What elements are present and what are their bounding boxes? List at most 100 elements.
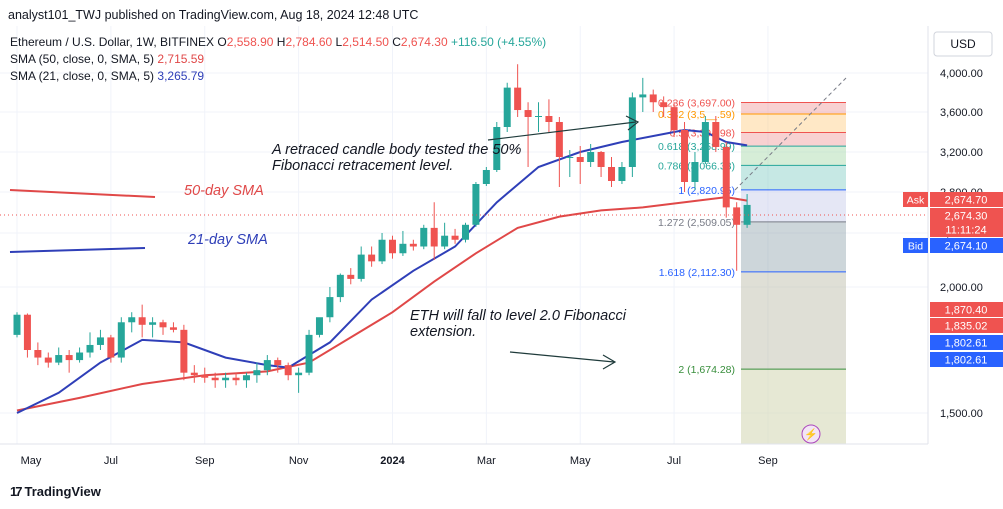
chart-background	[0, 26, 1003, 482]
fib-trend-line	[734, 77, 847, 191]
candle-body	[420, 227, 428, 247]
candle-body	[608, 167, 616, 181]
price-label-value: 1,802.61	[945, 355, 988, 367]
candle-body	[305, 334, 313, 373]
candle-body	[96, 337, 104, 345]
annotation-arrow	[487, 121, 637, 141]
legend-change: +116.50 (+4.55%)	[451, 35, 546, 49]
flash-icon	[801, 424, 821, 444]
candle-body	[566, 157, 574, 158]
annotation-text: Fibonacci retracement level.	[272, 158, 453, 174]
tradingview-logo[interactable]: 17 TradingView	[10, 484, 101, 499]
price-label-box	[930, 335, 1003, 350]
candle-body	[138, 317, 146, 325]
candle-body	[514, 87, 522, 111]
x-axis-tick-label: 2024	[380, 455, 405, 467]
fib-zone	[741, 165, 846, 190]
chart-frame[interactable]: 0.236 (3,697.00) 0.382 (3,5__.59) 0.5 (3,3…	[0, 26, 1003, 482]
price-label-value: 1,835.02	[945, 321, 988, 333]
candle-body	[691, 162, 699, 182]
legend-sma21: SMA (21, close, 0, SMA, 5) 3,265.79	[10, 69, 204, 83]
candle-body	[712, 122, 720, 147]
x-axis-tick-label: May	[570, 455, 591, 467]
legend-open-label: O	[217, 35, 226, 49]
currency-button[interactable]: USD	[933, 31, 993, 57]
candle-body	[13, 314, 21, 335]
candle-body	[23, 314, 31, 350]
candle-body	[639, 94, 647, 98]
candle-body	[347, 274, 355, 279]
currency-button-label[interactable]: USD	[950, 37, 976, 51]
candle-body	[597, 152, 605, 167]
candle-body	[701, 122, 709, 162]
candle-body	[222, 377, 230, 381]
legend-sma50-value: 2,715.59	[157, 52, 204, 66]
annotation-text: extension.	[410, 324, 476, 340]
price-chart[interactable]: 0.236 (3,697.00)0.382 (3,5__.59)0.5 (3,3…	[0, 26, 1003, 482]
price-label-value: 2,674.30	[945, 211, 988, 223]
candle-body	[535, 116, 542, 117]
candles	[13, 64, 751, 393]
candle-body	[576, 157, 584, 162]
candle-body	[76, 352, 84, 361]
candle-body	[201, 375, 209, 378]
legend-high-label: H	[277, 35, 286, 49]
candle-body	[681, 130, 689, 182]
candle-body	[618, 167, 626, 181]
legend-open: 2,558.90	[227, 35, 277, 49]
candle-body	[388, 239, 396, 254]
x-axis-tick-label: Jul	[667, 455, 681, 467]
candle-body	[628, 97, 636, 167]
candle-body	[65, 355, 73, 361]
legend-low: 2,514.50	[342, 35, 392, 49]
y-axis-tick-label: 2,000.00	[940, 282, 983, 294]
price-tag-box	[903, 192, 928, 207]
candle-body	[107, 337, 115, 358]
candle-body	[482, 170, 490, 184]
fibonacci-tool[interactable]: 0.236 (3,697.00)0.382 (3,5__.59)0.5 (3,3…	[658, 77, 847, 444]
candle-body	[524, 110, 532, 117]
price-label-box	[930, 318, 1003, 333]
candle-body	[242, 375, 250, 381]
candle-body	[368, 254, 376, 262]
sma21-sample-line	[9, 247, 146, 253]
candle-body	[733, 207, 741, 225]
candle-body	[472, 184, 480, 225]
annotation-arrow	[509, 351, 615, 363]
candle-body	[253, 370, 261, 376]
currency-button-box[interactable]	[933, 31, 993, 57]
candle-body	[211, 377, 219, 381]
x-axis-tick-label: May	[21, 455, 42, 467]
candle-body	[336, 274, 344, 298]
x-axis-tick-label: Sep	[195, 455, 215, 467]
annotation-sma21-label: 21-day SMA	[187, 232, 268, 248]
fib-level-label: 0.382 (3,5__.59)	[658, 109, 735, 121]
legend-symbol: Ethereum / U.S. Dollar, 1W, BITFINEX	[10, 35, 217, 49]
candle-body	[232, 377, 240, 381]
legend: Ethereum / U.S. Dollar, 1W, BITFINEX O2,…	[10, 35, 546, 83]
price-label-value: 1,870.40	[945, 305, 988, 317]
fib-zone-extension	[741, 369, 846, 444]
candle-body	[461, 224, 469, 240]
price-tag-label: Bid	[908, 241, 923, 253]
candle-body	[169, 327, 177, 330]
x-axis-tick-label: Sep	[758, 455, 778, 467]
candle-body	[326, 297, 334, 318]
candle-body	[670, 107, 678, 130]
legend-low-label: L	[336, 35, 343, 49]
fib-level-label: 2 (1,674.28)	[678, 364, 735, 376]
tradingview-mark-icon: 17	[10, 484, 23, 499]
candle-body	[503, 87, 511, 127]
annotations: A retraced candle body tested the 50%Fib…	[184, 115, 821, 444]
candle-body	[86, 344, 94, 353]
y-axis-tick-label: 1,500.00	[940, 408, 983, 420]
sma21-line	[16, 128, 748, 414]
candle-body	[441, 235, 449, 247]
candle-body	[545, 116, 553, 122]
fib-zone	[741, 102, 846, 114]
fib-level-label: 1 (2,820.95)	[678, 185, 735, 197]
x-axis[interactable]: May Jul Sep Nov 2024 Mar May Jul Sep	[0, 443, 928, 467]
candle-body	[284, 365, 292, 376]
candle-body	[451, 235, 459, 240]
x-axis-tick-label: Nov	[289, 455, 309, 467]
